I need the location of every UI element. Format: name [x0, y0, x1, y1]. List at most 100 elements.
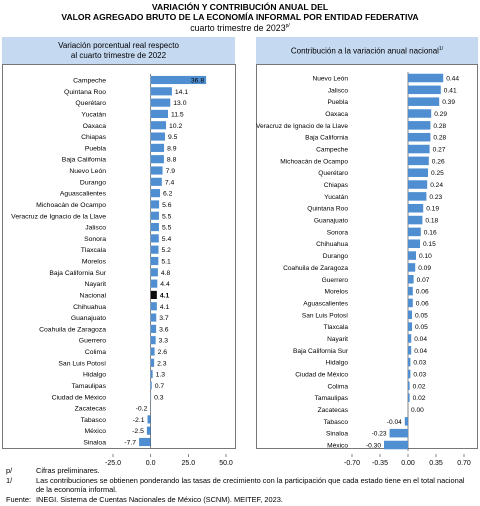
right-value-label: 0.02 — [413, 395, 426, 402]
left-bar — [146, 426, 151, 435]
left-category-label: Jalisco — [85, 225, 106, 232]
left-category-label: Tabasco — [81, 417, 107, 424]
left-value-label: 5.2 — [162, 247, 172, 254]
left-bar — [150, 132, 165, 141]
chart-subtitle: cuarto trimestre de 2023p/ — [0, 23, 480, 33]
left-value-label: 0.3 — [154, 394, 164, 401]
right-value-label: 0.44 — [446, 76, 459, 83]
left-category-label: Baja California Sur — [49, 270, 106, 277]
right-value-label: 0.03 — [413, 371, 426, 378]
left-bar — [150, 98, 171, 107]
right-bar — [408, 192, 427, 201]
right-bar — [408, 227, 421, 237]
right-panel-header: Contribución a la variación anual nacion… — [256, 37, 478, 64]
source-text: INEGI. Sistema de Cuentas Nacionales de … — [36, 495, 283, 504]
right-value-label: 0.27 — [433, 147, 446, 154]
left-category-label: Baja California — [62, 157, 106, 164]
left-category-label: Michoacán de Ocampo — [36, 202, 106, 209]
right-bar — [408, 168, 428, 177]
left-category-label: Campeche — [73, 78, 106, 85]
right-category-label: Durango — [323, 253, 349, 260]
left-bar — [150, 234, 159, 243]
right-panel-title: Contribución a la variación anual nacion… — [290, 46, 439, 56]
right-x-tick-label: -0.70 — [344, 460, 360, 467]
left-category-label: Guerrero — [79, 338, 106, 345]
left-category-label: Hidalgo — [83, 372, 106, 379]
right-bar — [408, 274, 414, 284]
right-category-label: San Luis Potosí — [302, 312, 348, 319]
right-bar — [408, 97, 440, 106]
footnote-mark-1: 1/ — [6, 476, 13, 485]
left-value-label: 9.5 — [168, 134, 178, 141]
left-value-label: -2.5 — [132, 428, 144, 435]
right-value-label: 0.19 — [426, 206, 439, 213]
right-value-label: 0.05 — [415, 312, 428, 319]
right-bar — [408, 357, 411, 367]
left-category-label: Nacional — [80, 292, 107, 299]
left-bar — [150, 370, 153, 379]
left-bar — [139, 437, 151, 447]
left-panel-header: Variación porcentual real respecto al cua… — [2, 37, 235, 64]
right-value-label: 0.25 — [431, 170, 444, 177]
left-bar — [150, 189, 161, 198]
right-bar — [408, 369, 411, 379]
footnote-mark-p: p/ — [6, 466, 13, 475]
right-category-label: Jalisco — [328, 87, 348, 94]
chart-title-line1: VARIACIÓN Y CONTRIBUCIÓN ANUAL DEL — [151, 2, 329, 12]
left-bar — [150, 155, 164, 164]
right-x-tick-label: 0.00 — [401, 460, 415, 467]
right-category-label: Zacatecas — [318, 407, 349, 414]
left-category-label: Tlaxcala — [81, 247, 107, 254]
right-bar-chart: Nuevo León 0.44 Jalisco 0.41 Puebla 0.39 Oaxac… — [256, 64, 478, 467]
right-value-label: -0.04 — [387, 419, 402, 426]
right-value-label: 0.28 — [433, 123, 446, 130]
left-bar — [150, 200, 160, 209]
right-category-label: Nayarit — [327, 336, 348, 343]
right-bar — [408, 203, 424, 213]
right-bar — [408, 381, 410, 391]
left-value-label: 2.6 — [158, 349, 168, 356]
left-category-label: Coahuila de Zaragoza — [39, 326, 106, 333]
right-category-label: Querétaro — [318, 170, 348, 177]
right-bar — [408, 109, 432, 118]
right-bar — [408, 144, 430, 154]
right-bar — [408, 334, 412, 343]
left-category-label: Zacatecas — [75, 406, 107, 413]
right-category-label: Tabasco — [323, 419, 348, 426]
right-category-label: Veracruz de Ignacio de la Llave — [256, 123, 348, 130]
left-bar — [150, 177, 162, 186]
right-category-label: Michoacán de Ocampo — [280, 158, 348, 165]
right-category-label: Baja California — [305, 135, 348, 142]
left-bar — [150, 109, 168, 119]
right-category-label: Tamaulipas — [315, 395, 349, 402]
left-x-tick-label: 0.0 — [146, 460, 156, 467]
left-bar — [150, 324, 157, 333]
left-bar — [150, 290, 157, 300]
left-category-label: Durango — [80, 179, 106, 186]
left-value-label: 3.6 — [159, 326, 169, 333]
right-category-label: Nuevo León — [312, 76, 348, 83]
left-value-label: 8.9 — [167, 145, 177, 152]
right-value-label: 0.28 — [433, 135, 446, 142]
left-category-label: San Luis Potosí — [58, 360, 106, 367]
left-category-label: Guanajuato — [71, 315, 106, 322]
right-value-label: 0.06 — [416, 300, 429, 307]
left-category-label: Aguascalientes — [60, 191, 107, 198]
left-category-label: Morelos — [82, 259, 107, 266]
right-value-label: 0.16 — [424, 229, 437, 236]
left-category-label: Colima — [85, 349, 106, 356]
left-bar — [150, 143, 165, 152]
left-bar-chart: Campeche 36.8 Quintana Roo 14.1 Querétaro 13.… — [2, 64, 236, 467]
right-bar — [408, 263, 416, 272]
right-category-label: Chiapas — [324, 182, 349, 189]
right-bar — [408, 121, 431, 130]
chart-title-line2: VALOR AGREGADO BRUTO DE LA ECONOMÍA INFO… — [61, 12, 419, 22]
left-bar — [150, 302, 157, 311]
right-category-label: Ciudad de México — [295, 371, 348, 378]
left-bar — [147, 415, 151, 424]
left-bar — [150, 358, 155, 367]
right-bar — [408, 215, 423, 225]
left-value-label: 0.7 — [155, 383, 165, 390]
right-bar — [408, 298, 413, 308]
left-value-label: 3.3 — [159, 338, 169, 345]
